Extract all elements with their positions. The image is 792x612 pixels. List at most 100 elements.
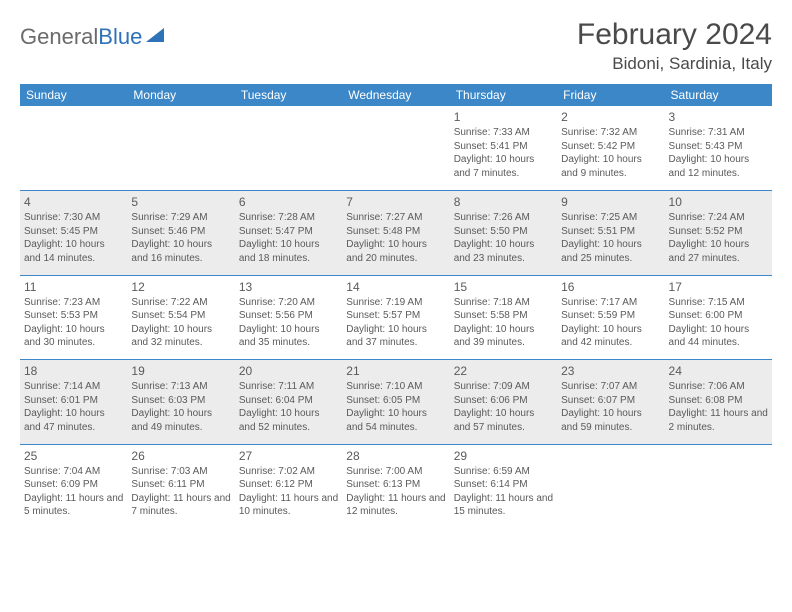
sunset-line: Sunset: 6:13 PM (346, 478, 445, 492)
day-number: 20 (239, 363, 338, 379)
logo: GeneralBlue (20, 18, 164, 50)
sunrise-line: Sunrise: 7:24 AM (669, 211, 768, 225)
sunrise-line: Sunrise: 7:17 AM (561, 296, 660, 310)
day-cell: 28Sunrise: 7:00 AMSunset: 6:13 PMDayligh… (342, 444, 449, 528)
sunrise-line: Sunrise: 7:11 AM (239, 380, 338, 394)
day-cell: 3Sunrise: 7:31 AMSunset: 5:43 PMDaylight… (665, 106, 772, 190)
sunrise-line: Sunrise: 7:07 AM (561, 380, 660, 394)
day-number: 27 (239, 448, 338, 464)
calendar-table: SundayMondayTuesdayWednesdayThursdayFrid… (20, 84, 772, 528)
day-number: 21 (346, 363, 445, 379)
day-number: 1 (454, 109, 553, 125)
day-header-cell: Saturday (665, 84, 772, 106)
sunrise-line: Sunrise: 7:14 AM (24, 380, 123, 394)
sunrise-line: Sunrise: 7:29 AM (131, 211, 230, 225)
location: Bidoni, Sardinia, Italy (577, 54, 772, 74)
day-cell: 21Sunrise: 7:10 AMSunset: 6:05 PMDayligh… (342, 360, 449, 444)
sunset-line: Sunset: 5:51 PM (561, 225, 660, 239)
day-number: 10 (669, 194, 768, 210)
sunrise-line: Sunrise: 7:06 AM (669, 380, 768, 394)
daylight-line: Daylight: 10 hours and 47 minutes. (24, 407, 123, 434)
day-cell: 12Sunrise: 7:22 AMSunset: 5:54 PMDayligh… (127, 275, 234, 359)
sunrise-line: Sunrise: 7:31 AM (669, 126, 768, 140)
day-number: 8 (454, 194, 553, 210)
day-number: 18 (24, 363, 123, 379)
week-row: 11Sunrise: 7:23 AMSunset: 5:53 PMDayligh… (20, 275, 772, 359)
sunrise-line: Sunrise: 7:32 AM (561, 126, 660, 140)
daylight-line: Daylight: 10 hours and 25 minutes. (561, 238, 660, 265)
week-row: 1Sunrise: 7:33 AMSunset: 5:41 PMDaylight… (20, 106, 772, 190)
day-number: 16 (561, 279, 660, 295)
daylight-line: Daylight: 11 hours and 10 minutes. (239, 492, 338, 519)
day-cell: 27Sunrise: 7:02 AMSunset: 6:12 PMDayligh… (235, 444, 342, 528)
sunset-line: Sunset: 6:04 PM (239, 394, 338, 408)
logo-part1: General (20, 24, 98, 49)
sunrise-line: Sunrise: 7:02 AM (239, 465, 338, 479)
sunrise-line: Sunrise: 7:18 AM (454, 296, 553, 310)
day-cell: 6Sunrise: 7:28 AMSunset: 5:47 PMDaylight… (235, 191, 342, 275)
day-number: 2 (561, 109, 660, 125)
day-header-cell: Monday (127, 84, 234, 106)
logo-part2: Blue (98, 24, 142, 49)
sunset-line: Sunset: 5:41 PM (454, 140, 553, 154)
day-number: 28 (346, 448, 445, 464)
daylight-line: Daylight: 10 hours and 7 minutes. (454, 153, 553, 180)
day-header-cell: Wednesday (342, 84, 449, 106)
sunset-line: Sunset: 5:57 PM (346, 309, 445, 323)
day-number: 13 (239, 279, 338, 295)
sunset-line: Sunset: 6:03 PM (131, 394, 230, 408)
day-number: 24 (669, 363, 768, 379)
sunset-line: Sunset: 5:53 PM (24, 309, 123, 323)
sunset-line: Sunset: 6:00 PM (669, 309, 768, 323)
daylight-line: Daylight: 10 hours and 27 minutes. (669, 238, 768, 265)
day-cell: 16Sunrise: 7:17 AMSunset: 5:59 PMDayligh… (557, 275, 664, 359)
day-cell (665, 444, 772, 528)
day-cell (20, 106, 127, 190)
day-cell: 1Sunrise: 7:33 AMSunset: 5:41 PMDaylight… (450, 106, 557, 190)
day-header-row: SundayMondayTuesdayWednesdayThursdayFrid… (20, 84, 772, 106)
sunset-line: Sunset: 6:01 PM (24, 394, 123, 408)
daylight-line: Daylight: 10 hours and 14 minutes. (24, 238, 123, 265)
sunrise-line: Sunrise: 7:10 AM (346, 380, 445, 394)
sunset-line: Sunset: 5:45 PM (24, 225, 123, 239)
day-number: 17 (669, 279, 768, 295)
sunset-line: Sunset: 5:42 PM (561, 140, 660, 154)
logo-triangle-icon (146, 28, 164, 42)
day-cell: 19Sunrise: 7:13 AMSunset: 6:03 PMDayligh… (127, 360, 234, 444)
daylight-line: Daylight: 10 hours and 9 minutes. (561, 153, 660, 180)
day-cell: 26Sunrise: 7:03 AMSunset: 6:11 PMDayligh… (127, 444, 234, 528)
daylight-line: Daylight: 10 hours and 12 minutes. (669, 153, 768, 180)
day-number: 12 (131, 279, 230, 295)
sunset-line: Sunset: 6:11 PM (131, 478, 230, 492)
daylight-line: Daylight: 10 hours and 54 minutes. (346, 407, 445, 434)
day-cell: 18Sunrise: 7:14 AMSunset: 6:01 PMDayligh… (20, 360, 127, 444)
sunset-line: Sunset: 5:50 PM (454, 225, 553, 239)
sunrise-line: Sunrise: 7:30 AM (24, 211, 123, 225)
sunset-line: Sunset: 5:52 PM (669, 225, 768, 239)
daylight-line: Daylight: 10 hours and 37 minutes. (346, 323, 445, 350)
day-cell: 22Sunrise: 7:09 AMSunset: 6:06 PMDayligh… (450, 360, 557, 444)
sunrise-line: Sunrise: 7:15 AM (669, 296, 768, 310)
month-title: February 2024 (577, 18, 772, 52)
sunset-line: Sunset: 5:43 PM (669, 140, 768, 154)
day-number: 11 (24, 279, 123, 295)
sunset-line: Sunset: 6:08 PM (669, 394, 768, 408)
day-number: 9 (561, 194, 660, 210)
week-row: 18Sunrise: 7:14 AMSunset: 6:01 PMDayligh… (20, 360, 772, 444)
day-cell: 25Sunrise: 7:04 AMSunset: 6:09 PMDayligh… (20, 444, 127, 528)
sunrise-line: Sunrise: 7:13 AM (131, 380, 230, 394)
day-number: 3 (669, 109, 768, 125)
day-number: 29 (454, 448, 553, 464)
day-cell: 17Sunrise: 7:15 AMSunset: 6:00 PMDayligh… (665, 275, 772, 359)
day-number: 14 (346, 279, 445, 295)
daylight-line: Daylight: 10 hours and 49 minutes. (131, 407, 230, 434)
day-cell: 5Sunrise: 7:29 AMSunset: 5:46 PMDaylight… (127, 191, 234, 275)
sunrise-line: Sunrise: 7:09 AM (454, 380, 553, 394)
week-row: 4Sunrise: 7:30 AMSunset: 5:45 PMDaylight… (20, 191, 772, 275)
sunset-line: Sunset: 6:07 PM (561, 394, 660, 408)
day-cell: 23Sunrise: 7:07 AMSunset: 6:07 PMDayligh… (557, 360, 664, 444)
sunset-line: Sunset: 6:12 PM (239, 478, 338, 492)
sunrise-line: Sunrise: 7:28 AM (239, 211, 338, 225)
day-header-cell: Sunday (20, 84, 127, 106)
day-cell: 14Sunrise: 7:19 AMSunset: 5:57 PMDayligh… (342, 275, 449, 359)
